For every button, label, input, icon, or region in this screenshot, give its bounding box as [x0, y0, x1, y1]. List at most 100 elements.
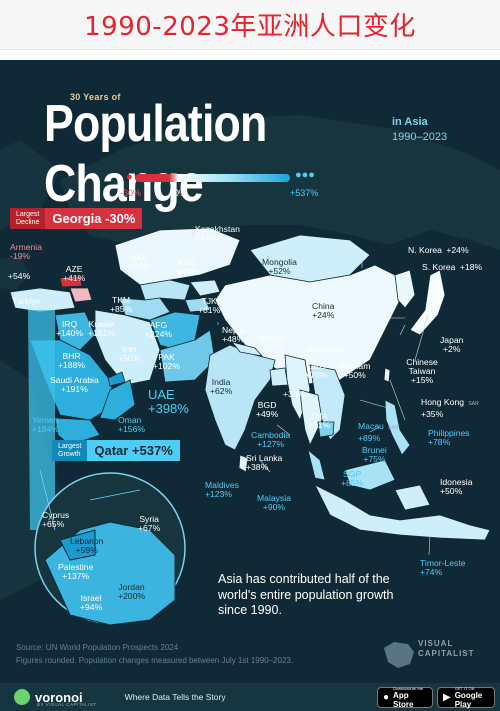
visual-capitalist-logo	[384, 642, 414, 668]
subtitle-in-asia: in Asia	[392, 116, 428, 128]
legend-max: +537%	[290, 188, 319, 198]
legend-min: -30%	[120, 188, 142, 198]
country-label-palestine: Palestine +137%	[58, 562, 94, 582]
country-label-myanmar: Myanmar	[308, 345, 344, 355]
country-label-sgp: SGP +85%	[341, 469, 364, 489]
country-label-nepal: Nepal +48%	[222, 325, 245, 345]
region-malaysia	[307, 448, 396, 491]
top-banner: 1990-2023年亚洲人口变化	[0, 0, 500, 50]
country-label-armenia: Armenia -19%	[10, 242, 42, 262]
google-play-button[interactable]: ▶ GET IT ON Google Play	[437, 686, 495, 709]
store-big-text: Google Play	[454, 691, 483, 709]
decline-person-icon: ●	[126, 171, 133, 183]
publisher-line: VISUAL	[418, 639, 454, 648]
source-line: Source: UN World Population Prospects 20…	[16, 643, 179, 652]
country-label-vietnam: Vietnam +50%	[339, 361, 371, 381]
subtitle-years: 1990–2023	[392, 131, 448, 143]
country-label-yemen: Yemen +184%	[32, 415, 59, 435]
country-label-irq: IRQ +140%	[56, 319, 83, 339]
publisher-name: VISUAL CAPITALIST	[418, 639, 475, 658]
country-label-turkiye: Türkiye	[12, 296, 41, 306]
country-label-oman: Oman +156%	[118, 415, 145, 435]
region-philippines	[384, 399, 411, 456]
growth-people-icon: ●●●	[295, 169, 315, 181]
background-landmass	[0, 140, 60, 230]
region-iraq	[54, 311, 96, 351]
country-label-tkm: TKM +85%	[110, 295, 133, 315]
country-label-cyprus: Cyprus +65%	[42, 510, 70, 530]
country-label-macau: Macau SAR +89%	[358, 421, 399, 443]
country-label-hongkong: Hong Kong SAR +35%	[421, 397, 479, 419]
country-label-bgd: BGD +49%	[256, 400, 279, 420]
store-small-text: Download on the	[393, 686, 424, 691]
country-label-timorleste: Timor-Leste +74%	[420, 558, 466, 578]
voronoi-logo-icon[interactable]	[14, 689, 30, 705]
apple-icon: ●	[383, 692, 390, 703]
region-cambodia	[317, 421, 335, 438]
country-label-philippines: Philippines +78%	[428, 428, 470, 448]
region-japan	[409, 269, 446, 336]
country-label-kuwait: Kuwait +161%	[88, 319, 115, 339]
legend-gradient-bar	[135, 174, 290, 182]
country-label-tjk: TJK +81%	[198, 296, 221, 316]
region-iran	[94, 309, 161, 386]
kicker: 30 Years of	[70, 92, 121, 102]
callout-label: Decline	[16, 218, 40, 226]
country-label-brunei: Brunei +75%	[362, 445, 387, 465]
infographic-poster: 30 Years of Population Change in Asia 19…	[0, 60, 500, 683]
voronoi-sub: BY VISUAL CAPITALIST	[37, 702, 97, 707]
footer-tagline: Where Data Tells the Story	[124, 692, 226, 702]
country-label-saudi: Saudi Arabia +191%	[50, 375, 99, 395]
legend-zero: 0%	[174, 188, 188, 198]
insight-text: Asia has contributed half of the world's…	[218, 572, 394, 618]
largest-growth-callout: Largest Growth Qatar +537%	[52, 440, 180, 461]
app-store-button[interactable]: ● Download on the App Store	[377, 686, 433, 709]
asia-map	[0, 115, 500, 626]
highlight-column	[28, 310, 55, 530]
country-label-turkiye-change: +54%	[8, 271, 31, 281]
region-taiwan	[383, 367, 391, 383]
country-label-laos: Laos +70%	[305, 361, 328, 381]
store-big-text: App Store	[393, 691, 414, 709]
country-label-iran: Iran +50%	[118, 344, 141, 364]
store-small-text: GET IT ON	[454, 686, 475, 691]
russia-region	[60, 115, 500, 250]
region-tha	[299, 389, 323, 447]
region-georgia	[59, 275, 83, 288]
country-label-kazakhstan: Kazakhstan +14%	[195, 224, 240, 244]
region-srilanka	[238, 454, 249, 473]
callout-label: Largest	[58, 443, 82, 451]
leader-line	[192, 230, 431, 556]
country-label-nkorea: N. Korea +24%	[408, 245, 469, 255]
country-label-jordan: Jordan +200%	[118, 582, 145, 602]
region-oman	[99, 379, 136, 421]
callout-label: Largest	[16, 211, 40, 219]
country-label-cambodia: Cambodia +127%	[251, 430, 291, 450]
country-label-myanmar-change: +33%	[283, 389, 306, 399]
largest-decline-callout: Largest Decline Georgia -30%	[10, 208, 143, 229]
voronoi-brand[interactable]: voronoi	[35, 689, 83, 705]
country-label-uae: UAE +398%	[148, 387, 189, 416]
country-label-kgz: KGZ +49%	[176, 257, 199, 277]
country-label-skorea: S. Korea +18%	[422, 262, 483, 272]
region-nepal	[230, 341, 264, 357]
region-kgz	[189, 279, 221, 297]
region-korea	[394, 269, 416, 309]
footer-bar: voronoi BY VISUAL CAPITALIST Where Data …	[0, 683, 500, 711]
country-label-afg: AFG +224%	[145, 320, 172, 340]
background-landmass	[0, 255, 30, 290]
region-uae	[107, 371, 126, 387]
source-note: Figures rounded. Population changes meas…	[16, 656, 294, 665]
country-label-uzb: UZB +64%	[128, 252, 151, 272]
zoom-line	[39, 469, 141, 531]
country-label-israel: Israel +94%	[80, 593, 103, 613]
callout-text: Qatar +537%	[94, 443, 173, 458]
country-label-malaysia: Malaysia +90%	[257, 493, 291, 513]
callout-text: Georgia -30%	[52, 211, 136, 226]
country-label-maldives: Maldives +123%	[205, 480, 239, 500]
country-label-lebanon: Lebanon +59%	[70, 536, 104, 556]
region-kazakhstan	[114, 227, 241, 286]
callout-label: Growth	[58, 450, 81, 458]
main-title: Population Change	[44, 95, 267, 213]
publisher-line: CAPITALIST	[418, 648, 475, 658]
